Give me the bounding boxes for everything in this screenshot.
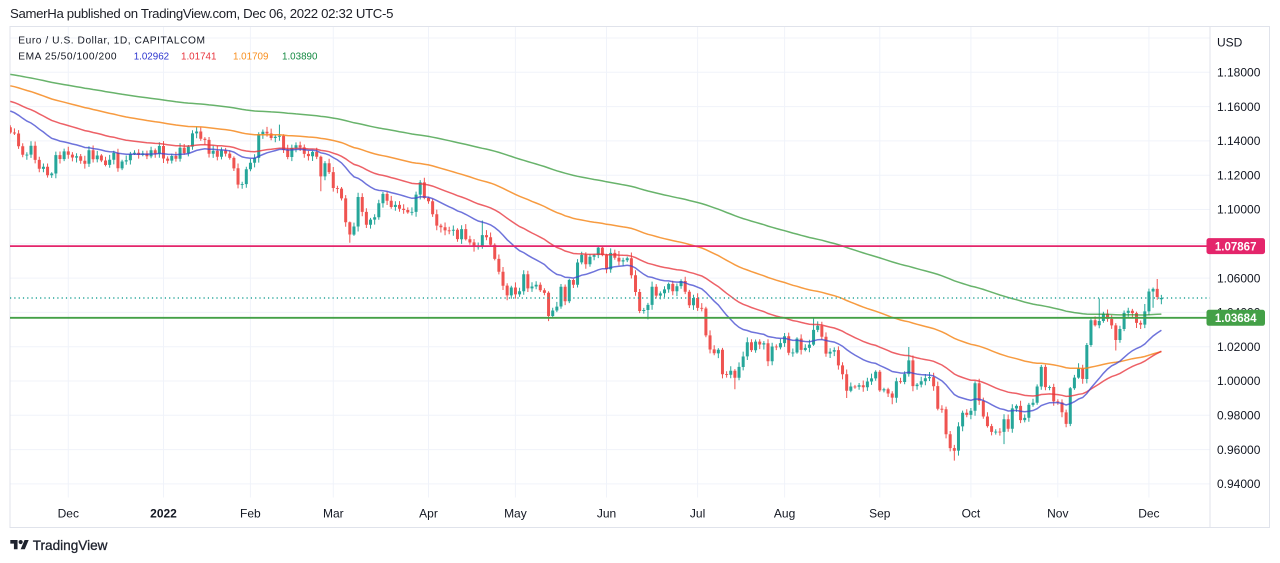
- svg-text:Dec: Dec: [1138, 506, 1159, 520]
- svg-text:1.06000: 1.06000: [1217, 271, 1261, 285]
- svg-text:1.16000: 1.16000: [1217, 100, 1261, 114]
- svg-text:Oct: Oct: [962, 506, 981, 520]
- svg-text:1.03684: 1.03684: [1215, 313, 1257, 325]
- svg-text:Sep: Sep: [869, 506, 891, 520]
- svg-text:1.14000: 1.14000: [1217, 134, 1261, 148]
- svg-text:Euro / U.S. Dollar, 1D, CAPITA: Euro / U.S. Dollar, 1D, CAPITALCOM: [18, 35, 205, 46]
- svg-text:Jul: Jul: [690, 506, 705, 520]
- svg-text:Jun: Jun: [597, 506, 616, 520]
- svg-text:Mar: Mar: [323, 506, 344, 520]
- svg-text:1.07867: 1.07867: [1215, 241, 1257, 253]
- svg-text:1.01709: 1.01709: [233, 52, 268, 63]
- svg-text:May: May: [504, 506, 527, 520]
- svg-text:1.02962: 1.02962: [134, 52, 169, 63]
- svg-text:1.12000: 1.12000: [1217, 168, 1261, 182]
- svg-text:1.03890: 1.03890: [282, 52, 318, 63]
- svg-text:1.10000: 1.10000: [1217, 203, 1261, 217]
- svg-text:USD: USD: [1217, 35, 1243, 49]
- svg-text:1.01741: 1.01741: [181, 52, 216, 63]
- svg-text:TradingView: TradingView: [33, 538, 108, 553]
- svg-text:Aug: Aug: [774, 506, 795, 520]
- svg-text:2022: 2022: [150, 506, 177, 520]
- svg-text:1.00000: 1.00000: [1217, 374, 1261, 388]
- svg-text:Nov: Nov: [1047, 506, 1068, 520]
- svg-text:1.18000: 1.18000: [1217, 66, 1261, 80]
- svg-text:Dec: Dec: [58, 506, 79, 520]
- svg-text:0.94000: 0.94000: [1217, 477, 1261, 491]
- svg-text:EMA 25/50/100/200: EMA 25/50/100/200: [18, 52, 117, 63]
- svg-text:1.02000: 1.02000: [1217, 340, 1261, 354]
- svg-text:Apr: Apr: [419, 506, 438, 520]
- svg-text:0.98000: 0.98000: [1217, 409, 1261, 423]
- svg-text:Feb: Feb: [240, 506, 261, 520]
- svg-text:0.96000: 0.96000: [1217, 443, 1261, 457]
- svg-text:SamerHa published on TradingVi: SamerHa published on TradingView.com, De…: [10, 6, 393, 21]
